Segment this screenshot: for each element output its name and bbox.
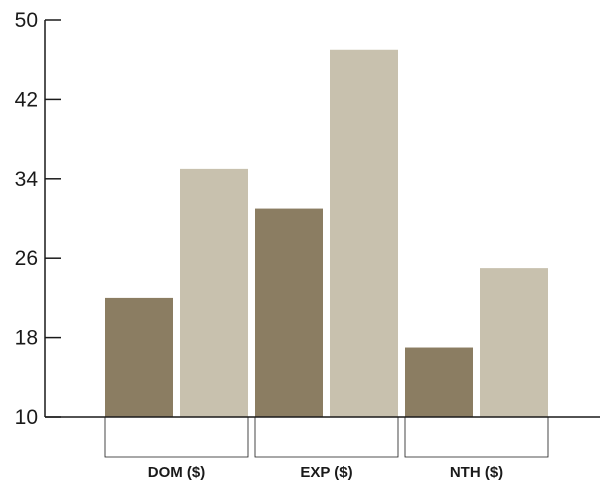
y-tick-label: 26	[15, 247, 38, 270]
bars	[105, 49, 548, 418]
bar-light-1	[330, 49, 398, 418]
y-tick-label: 50	[15, 9, 38, 32]
y-tick-label: 42	[15, 88, 38, 111]
category-box	[104, 417, 249, 458]
x-axis: DOM ($) EXP ($) NTH ($)	[45, 416, 600, 481]
y-tick-label: 10	[15, 406, 38, 429]
category-label: EXP ($)	[300, 464, 352, 481]
category-box	[404, 417, 549, 458]
y-axis: 10 18 26 34 42 50	[15, 9, 61, 429]
bar-light-2	[480, 268, 548, 417]
bar-dark-0	[105, 297, 173, 417]
category-label: NTH ($)	[450, 464, 503, 481]
category-box	[254, 417, 399, 458]
y-tick-label: 34	[15, 168, 39, 191]
y-tick-label: 18	[15, 327, 38, 350]
bar-light-0	[180, 168, 248, 417]
bar-dark-2	[405, 347, 473, 417]
bar-dark-1	[255, 208, 323, 417]
category-label: DOM ($)	[148, 464, 206, 481]
